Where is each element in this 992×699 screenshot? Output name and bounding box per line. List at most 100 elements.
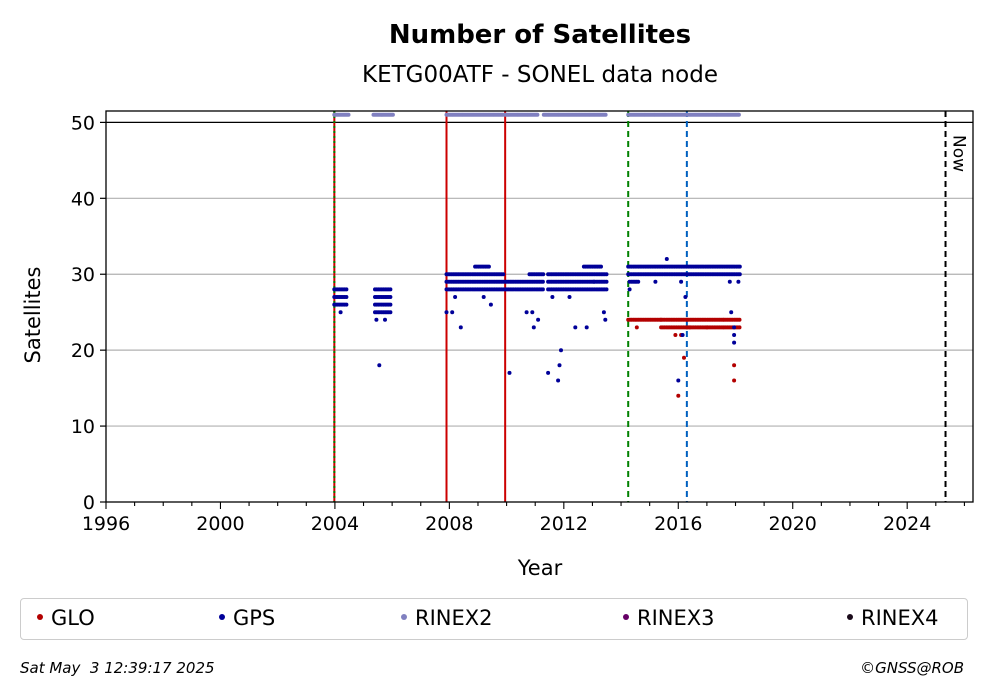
point-gps — [599, 264, 603, 269]
point-gps — [344, 302, 349, 307]
legend-label-gps: GPS — [233, 606, 276, 630]
x-tick-label: 2024 — [883, 513, 931, 535]
point-gps — [737, 272, 742, 277]
satellite-chart: Number of Satellites KETG00ATF - SONEL d… — [21, 20, 974, 580]
point-glo — [732, 378, 737, 383]
y-tick-label: 40 — [71, 188, 95, 210]
point-gps — [591, 279, 596, 284]
point-gps — [732, 333, 737, 337]
legend-label-glo: GLO — [51, 606, 95, 630]
legend-marker-rinex2 — [401, 614, 407, 620]
point-gps — [388, 302, 393, 307]
point-gps — [680, 333, 685, 337]
point-gps — [531, 325, 536, 330]
point-gps — [737, 264, 742, 269]
point-gps — [636, 279, 641, 284]
x-tick-label: 2004 — [311, 513, 359, 535]
point-gps — [584, 325, 589, 330]
legend: GLO GPS RINEX2 RINEX3 RINEX4 — [20, 598, 968, 640]
event-lines — [333, 111, 947, 502]
chart-title: Number of Satellites — [389, 20, 691, 50]
point-gps — [450, 310, 455, 315]
point-gps — [604, 287, 609, 292]
legend-marker-rinex3 — [623, 614, 629, 620]
point-gps — [444, 310, 449, 315]
plot-frame — [105, 110, 974, 503]
point-gps — [507, 370, 512, 375]
point-gps — [556, 378, 561, 383]
y-tick-label: 20 — [71, 340, 95, 362]
x-tick-label: 2000 — [196, 513, 244, 535]
y-tick-label: 10 — [71, 416, 95, 438]
point-gps — [573, 325, 578, 330]
point-gps — [627, 287, 632, 292]
point-gps — [732, 325, 737, 330]
point-gps — [486, 264, 491, 269]
point-gps — [603, 317, 608, 322]
now-label: Now — [949, 135, 969, 172]
point-gps — [557, 363, 562, 368]
point-gps — [653, 279, 658, 284]
point-gps — [727, 279, 732, 284]
x-tick-label: 2020 — [769, 513, 817, 535]
point-glo — [687, 325, 692, 330]
point-glo — [732, 363, 737, 368]
point-gps — [559, 348, 563, 353]
point-glo — [676, 393, 681, 398]
point-gps — [524, 310, 529, 315]
y-tick-label: 30 — [71, 264, 95, 286]
x-axis-label: Year — [517, 556, 563, 580]
point-gps — [377, 363, 382, 368]
point-gps — [383, 317, 387, 322]
point-gps — [344, 287, 349, 292]
legend-marker-rinex4 — [847, 614, 853, 620]
point-rinex2 — [390, 112, 395, 117]
point-glo — [737, 325, 742, 330]
point-rinex2 — [736, 112, 741, 117]
x-tick-label: 2008 — [425, 513, 473, 535]
point-gps — [530, 310, 535, 315]
point-rinex2 — [603, 112, 608, 117]
data-points — [332, 112, 742, 398]
legend-item-rinex3: RINEX3 — [623, 606, 715, 630]
point-gps — [736, 279, 741, 284]
x-tick-label: 1996 — [82, 513, 130, 535]
point-gps — [679, 279, 684, 284]
legend-marker-glo — [37, 614, 43, 620]
point-gps — [664, 257, 669, 261]
footer-timestamp: Sat May 3 12:39:17 2025 — [20, 659, 215, 677]
point-glo — [634, 325, 639, 330]
point-gps — [732, 340, 737, 345]
y-tick-label: 0 — [83, 492, 95, 514]
point-gps — [458, 325, 463, 330]
legend-item-rinex4: RINEX4 — [847, 606, 939, 630]
point-gps — [388, 310, 393, 315]
point-gps — [729, 310, 734, 315]
point-gps — [604, 272, 609, 277]
point-gps — [338, 310, 343, 315]
point-gps — [536, 317, 541, 322]
point-gps — [683, 295, 688, 299]
point-gps — [540, 279, 545, 284]
point-gps — [501, 272, 506, 277]
legend-label-rinex2: RINEX2 — [415, 606, 493, 630]
point-glo — [673, 333, 678, 337]
point-rinex2 — [346, 112, 351, 117]
point-gps — [481, 295, 486, 299]
point-glo — [737, 317, 742, 322]
point-gps — [453, 295, 458, 299]
legend-label-rinex3: RINEX3 — [637, 606, 715, 630]
x-tick-label: 2016 — [654, 513, 702, 535]
point-gps — [488, 302, 493, 307]
point-rinex2 — [535, 112, 540, 117]
legend-marker-gps — [219, 614, 225, 620]
legend-label-rinex4: RINEX4 — [861, 606, 939, 630]
point-gps — [604, 279, 609, 284]
point-gps — [567, 295, 572, 299]
point-gps — [388, 287, 393, 292]
legend-item-glo: GLO — [37, 606, 95, 630]
y-tick-label: 50 — [71, 112, 95, 134]
footer-credit: ©GNSS@ROB — [860, 659, 964, 677]
point-gps — [344, 295, 349, 299]
point-gps — [374, 317, 379, 322]
